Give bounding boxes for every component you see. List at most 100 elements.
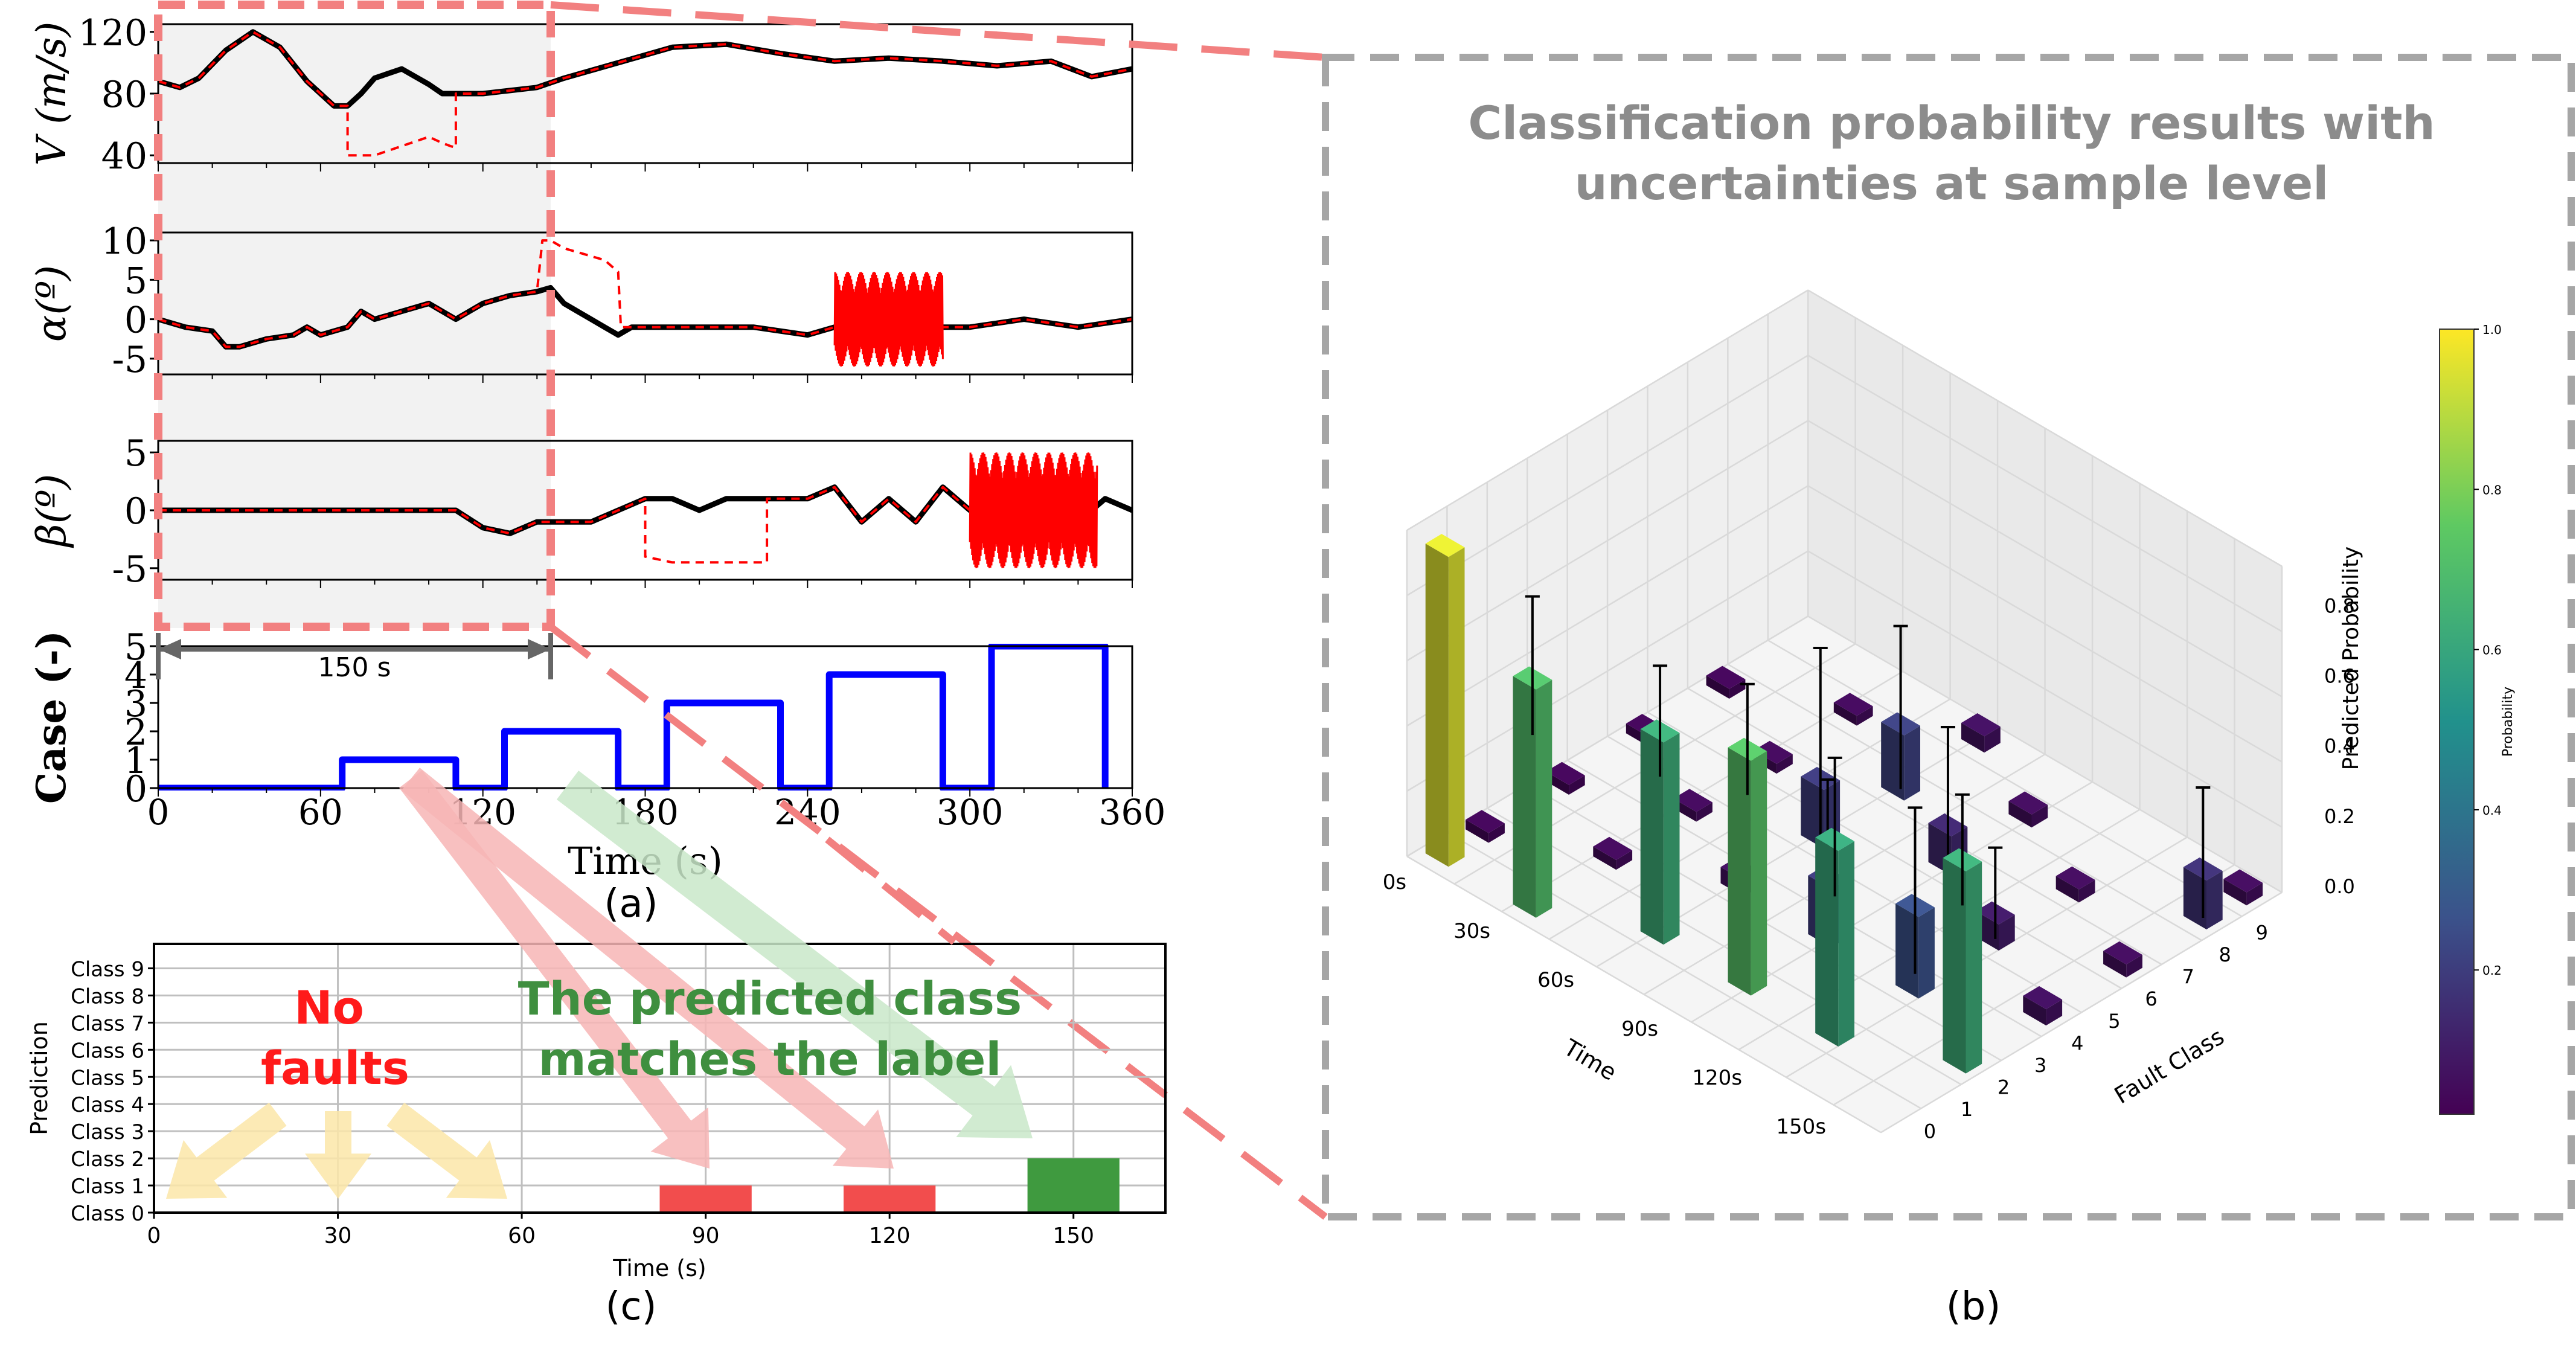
x-tick-label: 0: [147, 1223, 161, 1248]
probability-bar: [1593, 836, 1633, 870]
beta-ylabel: β(º): [28, 474, 75, 549]
3d-xlabel: Time: [1559, 1034, 1621, 1086]
bar-side-face: [1961, 723, 1985, 753]
class-tick-label: 3: [2034, 1054, 2046, 1077]
alpha-faulty-series: [158, 239, 1132, 348]
case-case-series: [158, 644, 1109, 791]
bar-top-face: [1706, 665, 1746, 689]
bar-front-face: [1751, 751, 1767, 996]
bar-top-face: [1673, 789, 1713, 812]
grid-line: [1807, 485, 2283, 763]
alpha-noise-series: [833, 272, 944, 367]
y-tick-label: 5: [124, 260, 147, 302]
bar-front-face: [2078, 879, 2095, 903]
3d-ylabel: Fault Class: [2110, 1023, 2229, 1109]
category-label: Class 9: [71, 957, 144, 981]
prediction-xlabel: Time (s): [612, 1255, 706, 1281]
y-tick-label: 0: [124, 300, 147, 342]
class-tick-label: 7: [2182, 966, 2194, 989]
velocity-faulty-series: [158, 30, 1132, 157]
z-tick-label: 0.0: [2324, 875, 2355, 898]
annotation-arrows: [166, 768, 1033, 1199]
beta-subplot: -5 0 5 β(º): [28, 432, 1133, 591]
bar-side-face: [1425, 544, 1449, 867]
bar-top-face: [2103, 941, 2142, 964]
bar-front-face: [1488, 823, 1505, 843]
category-label: Class 3: [71, 1120, 144, 1144]
grid-line: [1880, 891, 2283, 1134]
no-faults-line2: faults: [261, 1041, 409, 1095]
connector-panel-c: [825, 836, 956, 945]
category-label: Class 6: [71, 1039, 144, 1063]
panel-label-c: (c): [605, 1284, 656, 1329]
bar-side-face: [1593, 846, 1616, 870]
bar-top-face: [1754, 740, 1793, 764]
probability-bar: [1943, 848, 1982, 1074]
probability-bar: [2103, 941, 2142, 978]
bar-front-face: [2031, 804, 2048, 828]
x-tick-label: 60: [508, 1223, 536, 1248]
bar-top-face: [1833, 693, 1873, 716]
window-span-label: 150 s: [318, 652, 391, 683]
bar-front-face: [1856, 706, 1873, 726]
category-label: Class 7: [71, 1012, 144, 1036]
bar-side-face: [1943, 858, 1966, 1074]
connector-bottom: [548, 624, 1328, 1220]
bar-side-face: [1466, 819, 1489, 843]
x-tick-label: 360: [1099, 792, 1166, 833]
y-tick-label: 40: [101, 135, 147, 178]
alpha-ylabel: α(º): [28, 265, 75, 342]
x-tick-label: 150: [1053, 1223, 1094, 1248]
bar-top-face: [2008, 791, 2048, 815]
x-tick-label: 0: [147, 792, 170, 833]
bar-front-face: [2046, 999, 2063, 1026]
bar-side-face: [2008, 801, 2032, 828]
bar-front-face: [1984, 726, 2001, 753]
class-tick-label: 2: [1998, 1076, 2010, 1099]
y-tick-label: 10: [101, 220, 147, 263]
bar-front-face: [1448, 547, 1465, 867]
grid-line: [1807, 354, 2283, 632]
bar-front-face: [1777, 754, 1793, 774]
bar-front-face: [2246, 882, 2263, 906]
class-tick-label: 9: [2256, 921, 2268, 944]
category-label: Class 2: [71, 1147, 144, 1172]
grid-line: [1406, 289, 1809, 531]
class-tick-label: 4: [2071, 1031, 2083, 1054]
no-faults-line1: No: [294, 981, 364, 1034]
panel-label-a: (a): [604, 882, 658, 926]
grid-line: [1807, 289, 2283, 567]
velocity-series: [158, 29, 1132, 157]
annotation-arrow: [166, 1102, 287, 1199]
annotation-arrow: [305, 1111, 371, 1199]
bar-top-face: [1425, 534, 1465, 557]
category-label: Class 5: [71, 1066, 144, 1090]
bar-front-face: [1918, 907, 1935, 999]
grid-line: [1807, 420, 2283, 698]
bar-top-face: [2055, 866, 2095, 890]
case-ylabel: Case (-): [28, 630, 75, 804]
bar-front-face: [1696, 802, 1713, 822]
bar-side-face: [1706, 675, 1729, 699]
y-tick-label: 1: [124, 740, 147, 782]
annotation-arrow: [556, 771, 1033, 1138]
time-tick-label: 150s: [1776, 1115, 1826, 1139]
panel-b-title-line1: Classification probability results with: [1468, 96, 2435, 150]
y-tick-label: 0: [124, 490, 147, 533]
bar-side-face: [1833, 702, 1857, 726]
grid-line: [1406, 420, 1809, 662]
window-span-arrow: 150 s: [156, 633, 553, 683]
bar-front-face: [2126, 955, 2142, 978]
y-tick-label: 5: [124, 432, 147, 475]
x-tick-label: 60: [298, 792, 343, 833]
probability-bar: [1815, 827, 1854, 1047]
bar-front-face: [1904, 725, 1920, 801]
y-tick-label: 2: [124, 711, 147, 754]
x-tick-label: 90: [692, 1223, 720, 1248]
y-tick-label: 5: [124, 626, 147, 669]
class-tick-label: 0: [1924, 1120, 1936, 1143]
case-series: [158, 644, 1109, 791]
